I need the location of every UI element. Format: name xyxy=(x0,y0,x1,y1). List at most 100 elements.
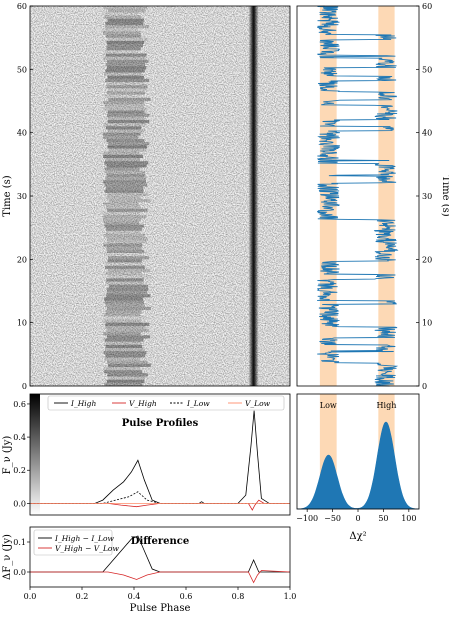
emission-band xyxy=(102,218,141,222)
emission-band xyxy=(106,240,147,244)
histogram-xtick-label: 0 xyxy=(355,514,360,523)
emission-band xyxy=(104,104,145,108)
emission-band xyxy=(108,97,151,101)
difference-xtick-label: 0.6 xyxy=(180,592,193,601)
band-label-low: Low xyxy=(320,401,337,410)
emission-band xyxy=(102,12,139,16)
difference-xtick-label: 0.4 xyxy=(128,592,141,601)
pulse-profiles-panel: 0.0 0.2 0.4 0.6 Pulse Profiles F_ν (Jy) I_H… xyxy=(2,393,291,516)
emission-band xyxy=(105,227,142,231)
difference-xlabel: Pulse Phase xyxy=(130,603,191,614)
emission-band xyxy=(106,237,148,241)
emission-band xyxy=(104,15,142,19)
emission-band xyxy=(104,367,141,371)
emission-band xyxy=(106,310,142,314)
chi2-timeseries-ytick-label: 50 xyxy=(422,65,432,74)
emission-band xyxy=(107,110,145,114)
emission-band xyxy=(106,230,141,234)
emission-band xyxy=(107,259,142,263)
emission-band xyxy=(107,9,146,13)
difference-xtick-label: 1.0 xyxy=(284,592,297,601)
emission-band xyxy=(104,183,148,187)
difference-xtick-label: 0.8 xyxy=(232,592,245,601)
emission-band xyxy=(105,34,141,38)
difference-x-axis: 0.0 0.2 0.4 0.6 0.8 1.0 xyxy=(24,587,297,601)
emission-band xyxy=(105,63,146,67)
legend-entry: I_Low xyxy=(186,399,210,408)
emission-band xyxy=(106,173,145,177)
chi2-histogram-x-axis: −100 −50 0 50 100 xyxy=(296,509,416,523)
emission-band xyxy=(105,205,141,209)
bright-component-stripe xyxy=(248,6,259,386)
pulse-profiles-ytick-label: 0.6 xyxy=(13,400,26,409)
emission-band xyxy=(102,180,146,184)
chi2-histogram-xlabel: Δχ² xyxy=(349,531,366,542)
pulse-profiles-y-axis: 0.0 0.2 0.4 0.6 xyxy=(13,400,30,508)
emission-band xyxy=(104,382,143,386)
chi2-timeseries-line xyxy=(316,5,399,387)
emission-band xyxy=(105,357,141,361)
chi2-timeseries-ytick-label: 20 xyxy=(422,255,432,264)
emission-band xyxy=(106,139,145,143)
intermittent-emission-bands xyxy=(102,6,152,386)
pulse-profiles-title: Pulse Profiles xyxy=(122,418,199,429)
emission-band xyxy=(108,376,146,380)
difference-xtick-label: 0.0 xyxy=(24,592,37,601)
colorbar xyxy=(30,394,40,515)
chi2-timeseries-ytick-label: 60 xyxy=(422,2,432,11)
difference-lines xyxy=(30,535,291,584)
emission-band xyxy=(104,234,146,238)
emission-band xyxy=(107,59,149,63)
emission-band xyxy=(104,316,146,320)
emission-band xyxy=(103,101,145,105)
waterfall-panel: 0 10 20 30 40 50 60 Time (s) xyxy=(2,2,291,391)
emission-band xyxy=(108,142,150,146)
waterfall-ytick-label: 10 xyxy=(17,319,27,328)
histogram-xtick-label: 50 xyxy=(378,514,388,523)
emission-band xyxy=(103,211,141,215)
profile-line-ilow xyxy=(30,491,290,504)
emission-band xyxy=(104,161,149,165)
emission-band xyxy=(103,135,139,139)
difference-ylabel: ΔF_ν (Jy) xyxy=(2,534,13,580)
emission-band xyxy=(107,363,151,367)
emission-band xyxy=(105,177,147,181)
emission-band xyxy=(105,325,146,329)
waterfall-ytick-label: 30 xyxy=(17,192,27,201)
emission-band xyxy=(106,82,145,86)
pulse-profile-lines xyxy=(30,410,290,511)
emission-band xyxy=(106,196,141,200)
emission-band xyxy=(105,272,142,276)
chi2-timeseries-ytick-label: 0 xyxy=(422,382,427,391)
waterfall-y-axis: 0 10 20 30 40 50 60 xyxy=(17,2,33,391)
emission-band xyxy=(107,18,144,22)
chi2-timeseries-ytick-label: 10 xyxy=(422,319,432,328)
emission-band xyxy=(103,243,143,247)
emission-band xyxy=(104,189,144,193)
difference-line xyxy=(30,535,290,573)
emission-band xyxy=(107,44,143,48)
emission-band xyxy=(103,202,139,206)
pulse-profiles-ytick-label: 0.2 xyxy=(13,466,26,475)
chi2-band xyxy=(378,6,395,386)
legend-entry: I_High − I_Low xyxy=(54,534,115,543)
emission-band xyxy=(105,303,145,307)
emission-band xyxy=(106,281,144,285)
pulse-profiles-legend: I_High V_High I_Low V_Low xyxy=(47,395,285,411)
emission-band xyxy=(105,344,143,348)
chi2-timeseries-ytick-label: 40 xyxy=(422,129,432,138)
emission-band xyxy=(103,50,138,54)
emission-band xyxy=(106,164,147,168)
emission-band xyxy=(103,351,147,355)
emission-band xyxy=(107,360,148,364)
emission-band xyxy=(103,123,146,127)
difference-title: Difference xyxy=(131,536,189,547)
emission-band xyxy=(105,53,147,57)
emission-band xyxy=(106,287,149,291)
pulse-profiles-ytick-label: 0.0 xyxy=(13,499,26,508)
emission-band xyxy=(105,69,145,73)
waterfall-ylabel: Time (s) xyxy=(2,175,13,216)
chi2-histogram-panel: Low High −100 −50 0 50 100 Δχ² xyxy=(296,393,420,542)
emission-band xyxy=(104,262,142,266)
